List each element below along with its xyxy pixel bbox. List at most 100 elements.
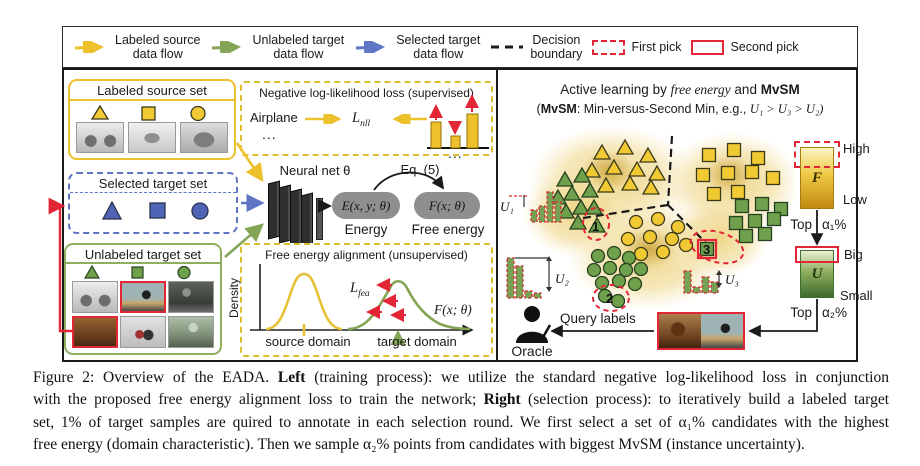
boat-photo <box>180 122 228 153</box>
airplane-photo <box>128 122 176 153</box>
van-photo <box>168 281 214 313</box>
u2-histogram: U₂ <box>506 256 569 299</box>
legend-label: Decision <box>532 33 581 47</box>
ellipsis: ... <box>448 145 463 161</box>
legend-bar: Labeled source data flow Unlabeled targe… <box>62 26 858 68</box>
yellow-square-cluster <box>695 142 781 202</box>
yellow-arrow-right <box>305 114 342 124</box>
source-photos <box>70 121 234 154</box>
free-energy-capsule: F (x; θ) <box>414 192 480 219</box>
target-photos-row2 <box>66 314 220 350</box>
first-pick-region-marker <box>794 141 840 168</box>
low-label: Low <box>843 192 867 207</box>
top-alpha2-left: Top <box>790 305 812 320</box>
u2-label: U₂ <box>555 271 569 286</box>
right-panel-title: Active learning by free energy and MvSM <box>560 82 800 97</box>
legend-decision-boundary: Decision boundary <box>490 33 582 61</box>
free-energy-scale-bar: F <box>800 147 834 209</box>
free-energy-axis-label: F(x; θ) <box>434 302 472 317</box>
blue-arrow-icon <box>356 41 386 53</box>
yellow-triangle-cluster <box>582 138 667 195</box>
green-triangle-cluster <box>548 166 607 233</box>
density-plot <box>250 264 474 346</box>
yellow-arrow-icon <box>74 41 104 53</box>
green-circle-cluster <box>586 245 649 309</box>
pick-number-3: 3 <box>703 242 710 257</box>
source-density-curve <box>265 272 343 331</box>
box-title: Free energy alignment (unsupervised) <box>265 248 468 262</box>
free-energy-label: Free energy <box>411 222 485 237</box>
energy-capsule: E (x, y; θ) <box>332 192 400 219</box>
high-label: High <box>843 141 870 156</box>
bicycle-photo <box>72 281 118 313</box>
green-van-photo <box>168 316 214 348</box>
query-labels-text: Query labels <box>560 311 636 326</box>
caption-line-2: with the proposed free energy alignment … <box>33 391 889 409</box>
chair-photo-second-pick <box>659 314 701 348</box>
legend-selected-flow: Selected target data flow <box>354 33 480 61</box>
u3-histogram: U₃ <box>683 270 739 294</box>
caption-line-3: set, 1% of target samples are quired to … <box>33 413 889 431</box>
legend-label: data flow <box>273 47 324 61</box>
top-alpha2-right: α₂% <box>822 305 848 320</box>
skier-photo-second-pick <box>701 314 743 348</box>
neural-net-icon <box>268 176 326 252</box>
box-title: Unlabeled target set <box>66 245 220 264</box>
eq5-label: Eq. (5) <box>400 162 440 177</box>
pick-number-1: 1 <box>592 219 599 234</box>
f-symbol: F <box>811 169 822 186</box>
dashed-line-icon <box>491 45 524 49</box>
source-class-shapes <box>90 104 206 121</box>
oracle-person-icon <box>516 306 552 343</box>
bicycle-photo <box>76 122 124 153</box>
legend-source-flow: Labeled source data flow <box>73 33 200 61</box>
legend-label: Labeled source <box>115 33 201 47</box>
green-square-cluster <box>699 196 789 257</box>
legend-first-pick: First pick <box>592 39 682 55</box>
u3-label: U₃ <box>725 272 739 287</box>
selected-target-set-box: Selected target set <box>68 172 238 234</box>
energy-label: Energy <box>344 222 388 237</box>
fea-loss-symbol: Lfea <box>350 280 370 299</box>
u-symbol: U <box>811 265 823 282</box>
legend-label: data flow <box>132 47 183 61</box>
red-solid-rect-icon <box>691 39 725 55</box>
pick-number-2: 2 <box>606 291 613 306</box>
legend-unlabeled-flow: Unlabeled target data flow <box>210 33 344 61</box>
box-title: Negative log-likelihood loss (supervised… <box>259 86 474 100</box>
figure-caption: Figure 2: Overview of the EADA. Left (tr… <box>33 367 889 457</box>
legend-second-pick: Second pick <box>691 39 799 55</box>
dresser-photo-first-pick <box>72 316 118 348</box>
top-alpha1-right: α₁% <box>822 217 847 232</box>
box-title: Selected target set <box>70 174 236 193</box>
yellow-circle-cluster <box>620 211 694 262</box>
oracle-label: Oracle <box>511 343 553 359</box>
legend-label: boundary <box>530 47 583 61</box>
unlabeled-target-set-box: Unlabeled target set <box>64 243 222 355</box>
panel-divider <box>496 68 498 362</box>
uncertainty-scale-bar: U <box>800 250 834 298</box>
airplane-label: Airplane <box>250 110 298 125</box>
legend-label: Unlabeled target <box>252 33 345 47</box>
red-dashed-rect-icon <box>592 39 626 55</box>
legend-label: Second pick <box>730 40 799 54</box>
box-title: Labeled source set <box>70 81 234 101</box>
labeled-source-set-box: Labeled source set <box>68 79 236 160</box>
motorbike-photo <box>120 316 166 348</box>
legend-label: Selected target <box>396 33 481 47</box>
right-panel-subtitle: (MvSM: Min-versus-Second Min, e.g., U₁ >… <box>536 102 824 116</box>
caption-line-1: Figure 2: Overview of the EADA. Left (tr… <box>33 369 889 386</box>
u1-histogram: U₁ <box>500 191 562 223</box>
nll-loss-symbol: Lnll <box>352 110 371 129</box>
skier-photo-first-pick <box>120 281 166 313</box>
u1-label: U₁ <box>500 199 514 214</box>
small-label: Small <box>840 288 873 303</box>
green-arrow-icon <box>212 41 242 53</box>
target-class-shapes <box>83 264 191 280</box>
caption-line-4: free energy (domain characteristic). The… <box>33 436 805 454</box>
target-photos-row1 <box>66 280 220 314</box>
ellipsis: ... <box>262 126 277 142</box>
legend-label: First pick <box>631 40 682 54</box>
top-alpha1-left: Top <box>790 217 812 232</box>
legend-label: data flow <box>413 47 464 61</box>
